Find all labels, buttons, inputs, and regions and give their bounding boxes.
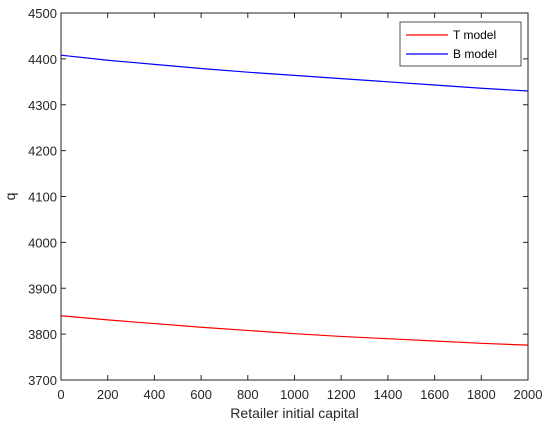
x-tick-label: 1800	[467, 387, 496, 402]
series-line-b-model	[60, 54, 529, 92]
y-tick-label: 4400	[28, 52, 57, 67]
y-tick-label: 4500	[28, 6, 57, 21]
x-tick-label: 2000	[514, 387, 543, 402]
legend-label-b-model: B model	[453, 47, 497, 61]
x-tick-label: 200	[97, 387, 119, 402]
y-tick-label: 3800	[28, 327, 57, 342]
series-layer	[60, 54, 529, 346]
x-tick-label: 1000	[280, 387, 309, 402]
x-tick-label: 800	[237, 387, 259, 402]
y-tick-labels: 3700 3800 3900 4000 4100 4200 4300 4400 4500	[28, 6, 57, 388]
legend-box	[399, 21, 522, 67]
x-axis-label: Retailer initial capital	[230, 405, 358, 421]
y-tick-label: 3700	[28, 373, 57, 388]
ticks-layer	[60, 12, 529, 381]
legend-label-t-model: T model	[453, 28, 496, 42]
y-tick-label: 4200	[28, 144, 57, 159]
series-line-t-model	[60, 315, 529, 346]
y-tick-label: 4300	[28, 98, 57, 113]
x-tick-label: 1200	[327, 387, 356, 402]
legend: T model B model	[399, 21, 522, 67]
x-tick-label: 0	[57, 387, 64, 402]
x-tick-label: 400	[144, 387, 166, 402]
plot-area	[61, 13, 528, 380]
x-tick-label: 1400	[373, 387, 402, 402]
y-tick-label: 4100	[28, 190, 57, 205]
x-tick-label: 1600	[420, 387, 449, 402]
x-tick-labels: 0 200 400 600 800 1000 1200 1400 1600 1800 2000	[57, 387, 542, 402]
y-axis-label: q	[2, 193, 18, 201]
y-tick-label: 4000	[28, 235, 57, 250]
y-tick-label: 3900	[28, 281, 57, 296]
x-tick-label: 600	[190, 387, 212, 402]
